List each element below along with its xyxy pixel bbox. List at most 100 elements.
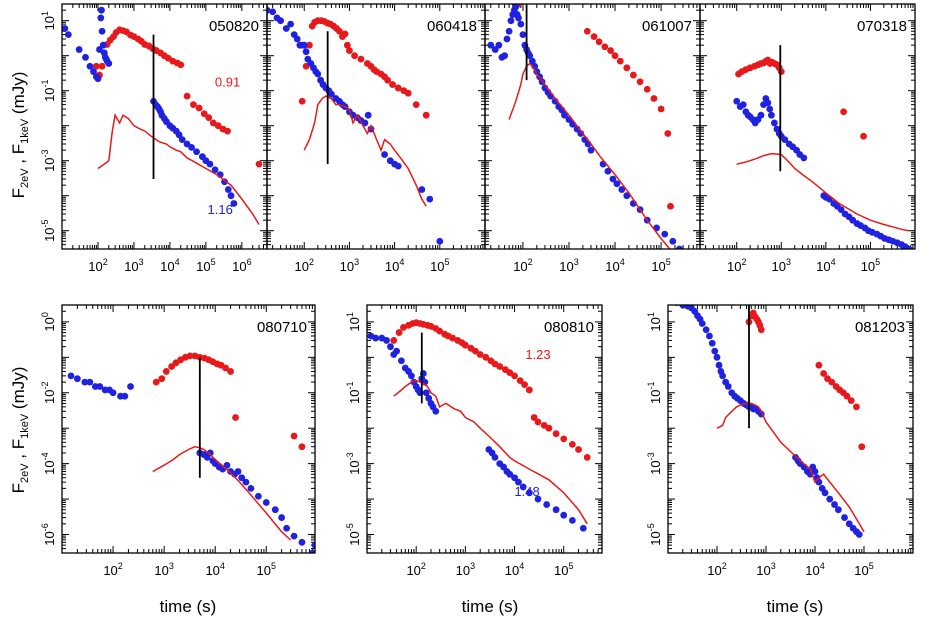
optical-point [222, 364, 230, 372]
xray-point [287, 20, 295, 28]
panel-081203: 102 103 104 105 101 10-1 10-3 10-5 081203 [646, 304, 914, 578]
optical-point [162, 368, 170, 375]
xray-point [230, 200, 238, 207]
optical-point [214, 122, 222, 130]
y-axis-label-top: F2eV , F1keV (mJy) [9, 72, 31, 199]
optical-point [533, 0, 540, 3]
optical-point [820, 370, 828, 377]
xray-point [82, 53, 89, 61]
optical-point [412, 101, 420, 109]
optical-point [205, 114, 213, 122]
plot-area [674, 305, 866, 538]
xray-point [766, 105, 774, 113]
panel-frame [366, 304, 603, 554]
xray-point [702, 326, 710, 334]
xray-point [422, 389, 430, 397]
xray-point [845, 520, 853, 528]
xray-point [227, 192, 235, 200]
x-tick-label: 103 [772, 257, 791, 274]
optical-point [232, 414, 239, 421]
x-tick-label: 105 [554, 561, 573, 578]
xray-point [770, 119, 778, 127]
xray-point [62, 25, 69, 32]
panel-050820: 102 103 104 105 106 101 10-1 10-3 10-5 0.91 1.16 05… [40, 3, 268, 274]
optical-point [650, 95, 658, 102]
xray-point [408, 372, 415, 380]
optical-point [847, 397, 855, 405]
xray-point [224, 186, 232, 193]
y-tick-label: 100 [40, 312, 57, 331]
optical-point [840, 108, 847, 116]
grb-id-label: 080710 [257, 319, 307, 336]
optical-point [657, 105, 665, 113]
xray-point [528, 57, 536, 65]
xray-point [577, 130, 585, 137]
x-tick-label: 104 [385, 257, 404, 274]
optical-point [545, 424, 553, 432]
xray-point [127, 383, 134, 390]
optical-point [449, 334, 456, 342]
xray-point [242, 478, 250, 486]
y-tick-label: 10-5 [40, 219, 57, 241]
optical-point [843, 392, 851, 400]
xray-point [96, 383, 104, 390]
panel-frame [667, 304, 914, 554]
xray-point [283, 524, 290, 532]
xray-point [507, 17, 515, 25]
xray-point [67, 372, 75, 380]
optical-point [335, 27, 343, 35]
xray-point [381, 151, 388, 158]
x-tick-label: 103 [154, 561, 173, 578]
xray-point [719, 372, 726, 380]
xray-point [418, 186, 426, 193]
optical-point [200, 110, 208, 118]
xray-point [290, 532, 298, 540]
xray-point [552, 506, 560, 514]
optical-point [506, 369, 514, 377]
xray-point [907, 246, 914, 249]
xray-point [188, 143, 195, 151]
xray-point [706, 332, 713, 340]
xray-point [206, 449, 214, 457]
slope-annotation-optical: 0.91 [215, 75, 240, 90]
y-tick-label: 10-3 [646, 452, 663, 474]
optical-point [152, 378, 160, 386]
y-tick-label: 10-3 [345, 452, 362, 474]
xray-point [105, 60, 113, 67]
x-tick-label: 102 [707, 561, 726, 578]
optical-point [357, 55, 365, 63]
xray-point [247, 484, 255, 492]
xray-point [387, 343, 394, 351]
xray-point [768, 111, 775, 119]
xray-point [826, 495, 834, 503]
xray-point [254, 492, 262, 500]
optical-point [290, 432, 298, 440]
optical-point [341, 30, 349, 38]
optical-point [828, 378, 836, 386]
xray-point [450, 252, 457, 259]
plot-area [267, 6, 484, 259]
xray-point [64, 31, 72, 39]
grb-id-label: 050820 [209, 18, 259, 35]
panel-080710: 102 103 104 105 100 10-2 10-4 10-6 080710 [40, 304, 316, 578]
plot-area [62, 6, 263, 225]
x-tick-label: 103 [756, 561, 775, 578]
optical-point [636, 78, 644, 86]
xray-point [811, 468, 819, 475]
xray-point [515, 478, 522, 486]
x-tick-label: 103 [456, 561, 475, 578]
x-tick-label: 105 [430, 257, 449, 274]
xray-point [211, 166, 219, 174]
xray-point [98, 6, 105, 14]
panel-frame [484, 3, 701, 250]
plot-area [67, 352, 315, 553]
optical-point [92, 62, 100, 70]
optical-point [227, 368, 234, 375]
x-tick-label: 105 [854, 561, 873, 578]
x-tick-label: 102 [88, 257, 107, 274]
xray-point [477, 252, 484, 259]
xray-point [234, 468, 242, 475]
optical-point [853, 403, 860, 411]
optical-point [560, 435, 568, 443]
xray-point [425, 394, 433, 402]
